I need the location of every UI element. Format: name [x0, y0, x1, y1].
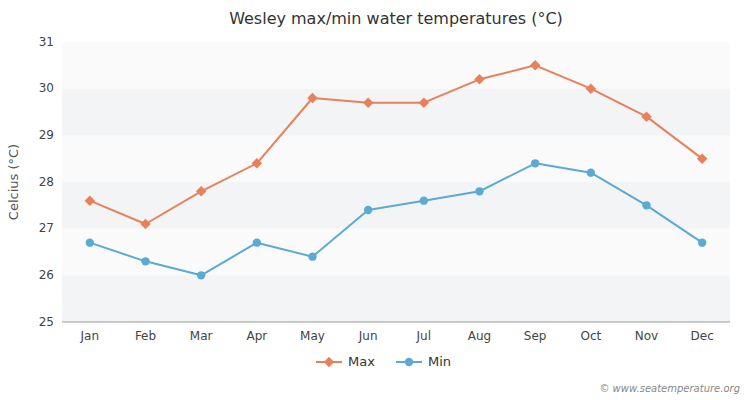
band — [62, 229, 730, 276]
point — [530, 60, 541, 71]
y-tick-label: 29 — [39, 128, 54, 142]
x-tick-label: Sep — [524, 329, 547, 343]
point — [140, 219, 151, 230]
chart-title: Wesley max/min water temperatures (°C) — [229, 9, 563, 28]
x-tick-label: Apr — [246, 329, 267, 343]
x-axis-line — [62, 322, 730, 323]
y-tick-label: 31 — [39, 35, 54, 49]
x-tick-label: Dec — [691, 329, 714, 343]
point — [197, 271, 205, 279]
y-tick-label: 30 — [39, 81, 54, 95]
point — [531, 159, 539, 167]
x-tick-label: Nov — [635, 329, 658, 343]
point — [697, 153, 708, 164]
point — [85, 195, 96, 206]
x-tick-label: Aug — [468, 329, 491, 343]
y-axis-label: Celcius (°C) — [6, 144, 21, 220]
chart-container: 25 26 27 28 29 30 31 Jan Feb Mar Apr May Jun Jul Aug Se… — [0, 0, 750, 400]
point — [307, 93, 318, 104]
x-tick-label: Jun — [358, 329, 378, 343]
y-tick-label: 27 — [39, 221, 54, 235]
point — [474, 74, 485, 85]
y-tick-label: 28 — [39, 175, 54, 189]
series-line — [90, 65, 702, 224]
point — [86, 238, 94, 246]
legend-marker — [405, 358, 413, 366]
point — [196, 186, 207, 197]
point — [252, 158, 263, 169]
x-tick-label: Jan — [80, 329, 100, 343]
band — [62, 89, 730, 136]
watermark: © www.seatemperature.org — [599, 383, 740, 394]
x-tick-label: Jul — [416, 329, 431, 343]
point — [141, 257, 149, 265]
point — [253, 238, 261, 246]
legend-marker — [324, 357, 335, 368]
point — [641, 111, 652, 122]
x-tick-label: May — [300, 329, 325, 343]
legend-label: Max — [348, 354, 375, 369]
x-tick-label: Mar — [190, 329, 213, 343]
chart-svg: 25 26 27 28 29 30 31 Jan Feb Mar Apr May Jun Jul Aug Se… — [0, 0, 750, 400]
band — [62, 42, 730, 89]
point — [587, 168, 595, 176]
legend: Max Min — [316, 354, 451, 369]
band — [62, 135, 730, 182]
series-line — [90, 163, 702, 275]
y-tick-label: 25 — [39, 315, 54, 329]
point — [586, 83, 597, 94]
x-tick-label: Feb — [135, 329, 156, 343]
point — [475, 187, 483, 195]
point — [419, 97, 430, 108]
point — [642, 201, 650, 209]
point — [364, 206, 372, 214]
x-tick-label: Oct — [580, 329, 601, 343]
point — [698, 238, 706, 246]
y-tick-label: 26 — [39, 268, 54, 282]
point — [420, 196, 428, 204]
legend-label: Min — [428, 354, 451, 369]
plot-area — [85, 60, 708, 279]
point — [363, 97, 374, 108]
band — [62, 275, 730, 322]
point — [308, 252, 316, 260]
